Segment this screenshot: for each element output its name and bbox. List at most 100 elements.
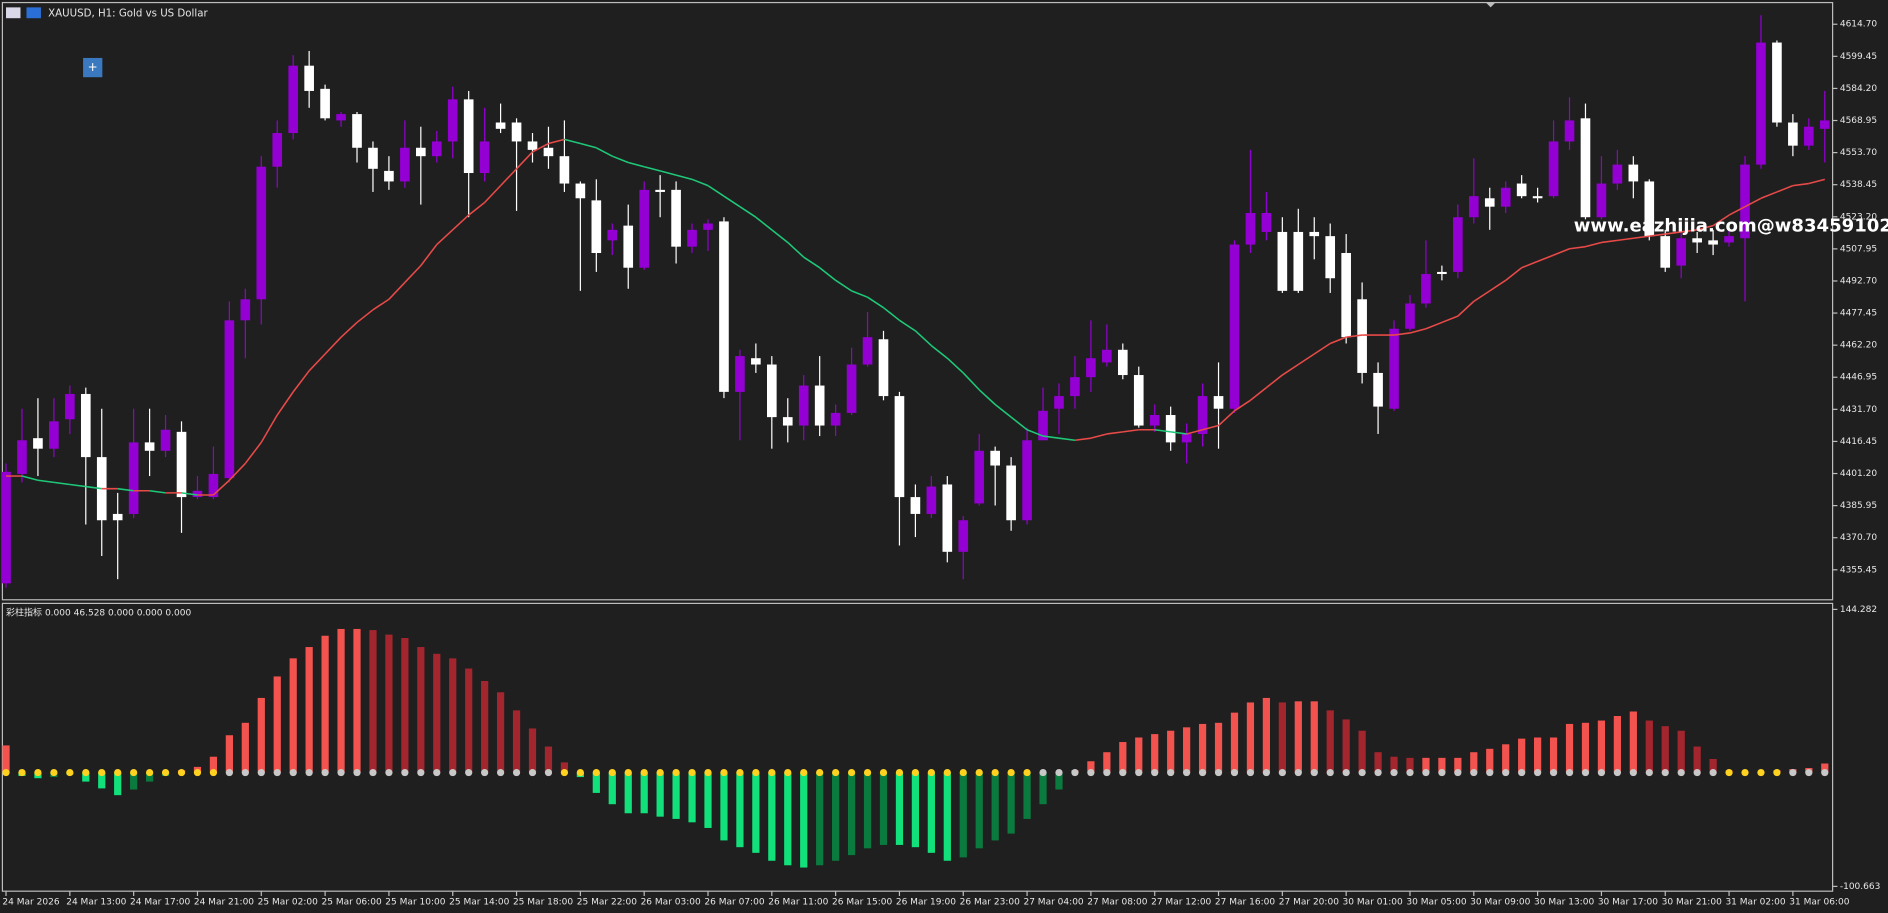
signal-dot [465, 768, 473, 777]
candle-body [128, 442, 139, 514]
signal-dot [1278, 768, 1286, 777]
ma-segment [564, 138, 581, 145]
signal-dot [1549, 768, 1558, 777]
signal-dot [1294, 768, 1302, 777]
button-icon[interactable]: + [88, 60, 98, 74]
histogram-bar [1486, 748, 1494, 773]
candle-body [1532, 196, 1543, 199]
histogram-bar [1039, 772, 1047, 805]
x-tick-label: 24 Mar 2026 [2, 898, 59, 908]
histogram-bar [98, 772, 106, 789]
ma-segment [946, 357, 964, 374]
x-tick-label: 30 Mar 21:00 [1662, 898, 1722, 908]
histogram-bar [1342, 719, 1350, 773]
signal-dot [672, 768, 680, 777]
x-tick-label: 25 Mar 10:00 [385, 898, 445, 908]
histogram-bar [321, 635, 329, 773]
signal-dot [608, 768, 616, 777]
histogram-bar [1135, 737, 1143, 773]
candle-body [1437, 271, 1447, 275]
candle-body [1070, 377, 1080, 397]
signal-dot [1805, 768, 1813, 777]
signal-dot [1230, 768, 1239, 777]
histogram-bar [273, 676, 281, 773]
ma-segment [883, 307, 900, 321]
signal-dot [1773, 768, 1781, 777]
x-tick-label: 26 Mar 15:00 [832, 898, 892, 908]
signal-dot [832, 768, 840, 777]
histogram-bar [369, 630, 377, 773]
ma-segment [1234, 399, 1251, 412]
y-tick-label: 4507.95 [1840, 244, 1877, 254]
ma-segment [1505, 267, 1523, 281]
signal-dot [321, 768, 329, 777]
histogram-bar [560, 762, 569, 773]
candle-body [1468, 196, 1479, 218]
histogram-bar [1597, 720, 1606, 773]
candle-body [1453, 217, 1463, 272]
y-tick-label: 4370.70 [1840, 533, 1878, 543]
histogram-bar [816, 772, 824, 866]
x-tick-label: 26 Mar 03:00 [641, 898, 701, 908]
histogram-bar [1613, 716, 1621, 773]
histogram-bar [512, 710, 521, 773]
candle-body [384, 170, 394, 182]
signal-dot [1534, 768, 1542, 777]
signal-dot [863, 768, 872, 777]
candle-body [1197, 396, 1208, 434]
ma-segment [1457, 300, 1475, 317]
signal-dot [528, 768, 537, 777]
signal-dot [481, 768, 489, 777]
candle-body [49, 421, 59, 449]
signal-dot [736, 768, 744, 777]
y-tick-label: 4538.45 [1840, 180, 1877, 190]
signal-dot [1151, 768, 1159, 777]
histogram-bar [1821, 763, 1829, 773]
candle-body [862, 337, 873, 365]
candle-body [639, 189, 649, 268]
signal-dot [991, 768, 999, 777]
ma-segment [835, 279, 853, 292]
candle-body [1022, 440, 1032, 521]
ma-segment [1297, 353, 1315, 366]
chart-icon [26, 7, 41, 19]
expand-button[interactable]: + [83, 57, 103, 78]
candle-body [1596, 183, 1607, 218]
signal-dot [1358, 768, 1366, 777]
signal-dot [1613, 768, 1621, 777]
ma-segment [37, 479, 54, 484]
ma-segment [356, 309, 374, 324]
signal-dot [385, 768, 393, 777]
candle-body [304, 65, 314, 91]
candle-body [1516, 183, 1527, 197]
chart-title: XAUUSD, H1: Gold vs US Dollar [48, 8, 208, 19]
histogram-bar [225, 735, 233, 773]
ma-segment [1601, 239, 1618, 244]
histogram-bar [465, 668, 473, 773]
signal-dot [1518, 768, 1526, 777]
signal-dot [656, 768, 664, 777]
ma-segment [819, 267, 837, 281]
candle-body [719, 221, 729, 392]
x-tick-label: 30 Mar 01:00 [1343, 898, 1403, 908]
histogram-bar [704, 772, 712, 828]
histogram-bar [768, 772, 776, 861]
candle-body [830, 412, 841, 426]
candle-body [607, 229, 618, 241]
ma-segment [1665, 231, 1682, 235]
x-tick-label: 30 Mar 13:00 [1534, 898, 1594, 908]
ma-segment [484, 185, 502, 204]
x-tick-label: 30 Mar 09:00 [1470, 898, 1530, 908]
candle-body [1628, 164, 1639, 182]
candle-body [336, 114, 346, 121]
ma-segment [628, 161, 645, 168]
signal-dot [847, 768, 856, 777]
candle-body [288, 65, 299, 134]
histogram-bar [640, 772, 648, 814]
candle-body [751, 358, 761, 365]
y-tick-label: 4614.70 [1840, 20, 1878, 30]
button-face[interactable] [83, 57, 103, 78]
main-frame [1, 1, 1834, 601]
histogram-bar [1214, 722, 1223, 773]
candle-body [1086, 358, 1096, 378]
